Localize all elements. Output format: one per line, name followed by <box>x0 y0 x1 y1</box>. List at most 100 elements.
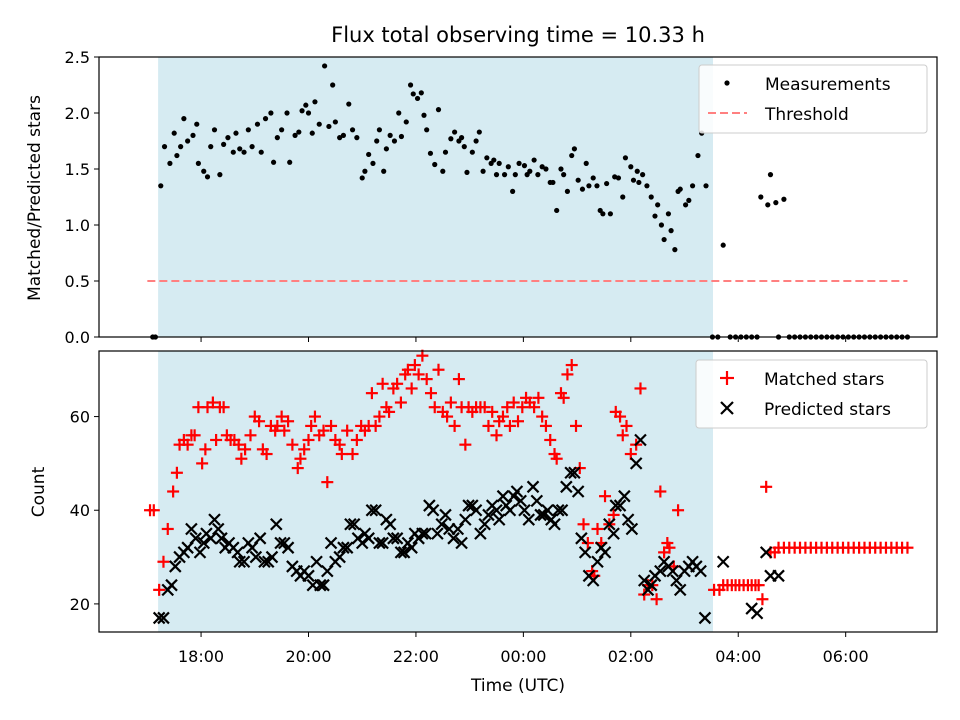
measurement-point <box>461 144 467 150</box>
measurement-point <box>579 186 586 192</box>
measurement-point <box>410 91 416 97</box>
measurement-point <box>655 202 661 208</box>
measurement-point <box>312 99 318 105</box>
predicted-star-point <box>530 494 544 508</box>
predicted-star-point <box>666 564 679 578</box>
measurement-point <box>387 132 393 138</box>
predicted-star-point <box>302 569 315 583</box>
predicted-star-point <box>208 513 221 526</box>
measurement-point <box>230 149 236 155</box>
matched-star-point <box>405 382 418 395</box>
measurement-point <box>448 136 454 142</box>
measurement-point <box>648 194 654 200</box>
matched-star-point <box>271 419 284 432</box>
measurement-point <box>421 112 427 118</box>
matched-star-point <box>282 415 295 428</box>
matched-star-point <box>428 401 441 414</box>
measurement-point <box>600 211 606 217</box>
predicted-star-point <box>249 550 263 564</box>
measurement-point <box>476 129 482 135</box>
predicted-star-point <box>394 546 408 559</box>
matched-star-point <box>496 410 509 423</box>
measurement-point <box>414 95 421 102</box>
predicted-star-point <box>237 555 251 569</box>
matched-star-point <box>432 363 445 376</box>
predicted-star-point <box>387 532 400 545</box>
measurement-point <box>535 172 541 178</box>
matched-star-point <box>650 593 663 606</box>
measurement-point <box>237 146 243 152</box>
matched-star-point <box>302 433 315 446</box>
measurement-point <box>292 132 298 138</box>
matched-star-point <box>412 368 425 381</box>
predicted-star-point <box>189 532 202 545</box>
predicted-star-point <box>265 550 279 564</box>
matched-star-point <box>516 401 529 414</box>
matched-star-point <box>620 419 633 432</box>
matched-star-point <box>217 401 230 414</box>
matched-star-point <box>317 424 330 437</box>
y-tick-label: 20 <box>70 595 90 614</box>
matched-star-point <box>147 504 160 517</box>
predicted-star-point <box>204 532 218 545</box>
matched-star-point <box>536 410 549 423</box>
y-tick-label: 0.5 <box>65 272 90 291</box>
matched-star-point <box>512 415 524 428</box>
predicted-star-point <box>310 555 323 569</box>
measurement-point <box>432 161 438 168</box>
measurement-point <box>167 160 173 166</box>
predicted-star-point <box>607 527 620 540</box>
measurement-point <box>268 110 274 116</box>
predicted-star-point <box>281 541 295 554</box>
measurement-point <box>185 138 191 144</box>
predicted-star-point <box>518 503 531 517</box>
measurement-point <box>644 183 650 189</box>
matched-star-point <box>420 373 433 386</box>
measurement-point <box>305 110 312 116</box>
predicted-star-point <box>431 527 444 540</box>
matched-star-point <box>333 438 346 451</box>
matched-star-point <box>501 401 514 414</box>
measurement-point <box>279 127 285 133</box>
matched-star-point <box>157 555 170 568</box>
measurement-point <box>349 127 356 133</box>
measurement-point <box>496 160 502 166</box>
matched-star-point <box>490 429 503 442</box>
predicted-star-point <box>541 503 554 517</box>
measurement-point <box>403 119 409 125</box>
predicted-star-point <box>629 457 643 470</box>
matched-star-point <box>376 377 389 390</box>
matched-star-point <box>565 359 578 372</box>
x-tick-label: 02:00 <box>608 647 654 666</box>
measurement-point <box>765 202 771 208</box>
measurement-point <box>362 168 368 174</box>
measurement-point <box>636 179 642 186</box>
predicted-star-point <box>644 578 658 592</box>
predicted-star-point <box>654 564 667 578</box>
x-tick-label: 18:00 <box>178 647 224 666</box>
predicted-star-point <box>591 555 604 569</box>
matched-star-point <box>561 368 574 381</box>
measurement-point <box>464 169 470 175</box>
predicted-star-point <box>598 546 612 559</box>
measurement-point <box>354 135 360 141</box>
top-ylabel: Matched/Predicted stars <box>25 95 45 301</box>
measurement-point <box>245 127 251 133</box>
bottom-plot-frame <box>98 350 938 633</box>
matched-star-point <box>901 541 914 554</box>
matched-star-point <box>278 424 291 437</box>
measurement-point <box>359 175 365 181</box>
predicted-star-point <box>455 536 468 550</box>
predicted-star-point <box>474 527 487 540</box>
top-legend: Measurements Threshold <box>698 64 928 134</box>
predicted-star-point <box>314 578 327 592</box>
measurement-point <box>208 144 214 150</box>
matched-star-point <box>459 438 472 451</box>
predicted-star-point <box>673 583 687 597</box>
measurement-point <box>484 155 490 161</box>
matched-star-point <box>373 410 386 423</box>
predicted-star-point <box>152 611 166 625</box>
matched-star-point <box>206 396 219 409</box>
measurement-point <box>241 149 247 155</box>
measurement-point <box>194 121 200 127</box>
